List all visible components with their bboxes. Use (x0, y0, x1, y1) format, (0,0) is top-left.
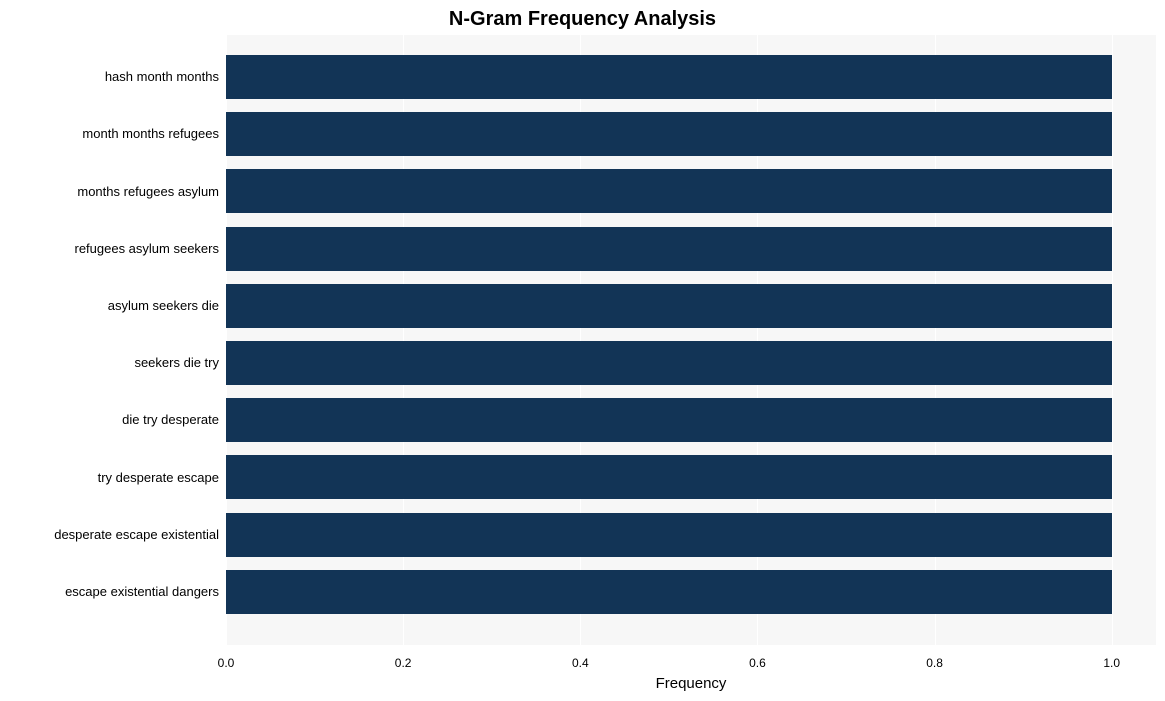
bar (226, 227, 1112, 271)
bar (226, 169, 1112, 213)
y-tick-label: die try desperate (122, 412, 219, 427)
bar-row (226, 284, 1156, 328)
x-tick-label: 0.0 (218, 656, 235, 670)
bar-row (226, 398, 1156, 442)
x-axis-title: Frequency (226, 675, 1156, 692)
plot-area (226, 35, 1156, 645)
bar (226, 513, 1112, 557)
y-tick-label: escape existential dangers (65, 584, 219, 599)
y-tick-label: desperate escape existential (54, 527, 219, 542)
bar (226, 112, 1112, 156)
y-tick-label: try desperate escape (98, 470, 219, 485)
ngram-frequency-chart: N-Gram Frequency Analysis hash month mon… (0, 0, 1165, 701)
bar (226, 570, 1112, 614)
y-tick-label: month months refugees (82, 126, 219, 141)
bar-row (226, 341, 1156, 385)
y-tick-label: refugees asylum seekers (74, 241, 219, 256)
bar-row (226, 112, 1156, 156)
bar-row (226, 570, 1156, 614)
y-tick-label: seekers die try (134, 355, 219, 370)
bar (226, 284, 1112, 328)
bar (226, 341, 1112, 385)
bar (226, 455, 1112, 499)
bar-row (226, 55, 1156, 99)
bar-row (226, 227, 1156, 271)
bar-row (226, 513, 1156, 557)
chart-title: N-Gram Frequency Analysis (0, 8, 1165, 31)
y-tick-label: asylum seekers die (108, 298, 219, 313)
bar-row (226, 455, 1156, 499)
x-tick-label: 0.6 (749, 656, 766, 670)
x-tick-label: 0.8 (926, 656, 943, 670)
y-tick-label: months refugees asylum (77, 184, 219, 199)
bar (226, 398, 1112, 442)
x-tick-label: 0.2 (395, 656, 412, 670)
x-tick-label: 1.0 (1103, 656, 1120, 670)
y-tick-label: hash month months (105, 69, 219, 84)
bar-row (226, 169, 1156, 213)
x-tick-label: 0.4 (572, 656, 589, 670)
bar (226, 55, 1112, 99)
